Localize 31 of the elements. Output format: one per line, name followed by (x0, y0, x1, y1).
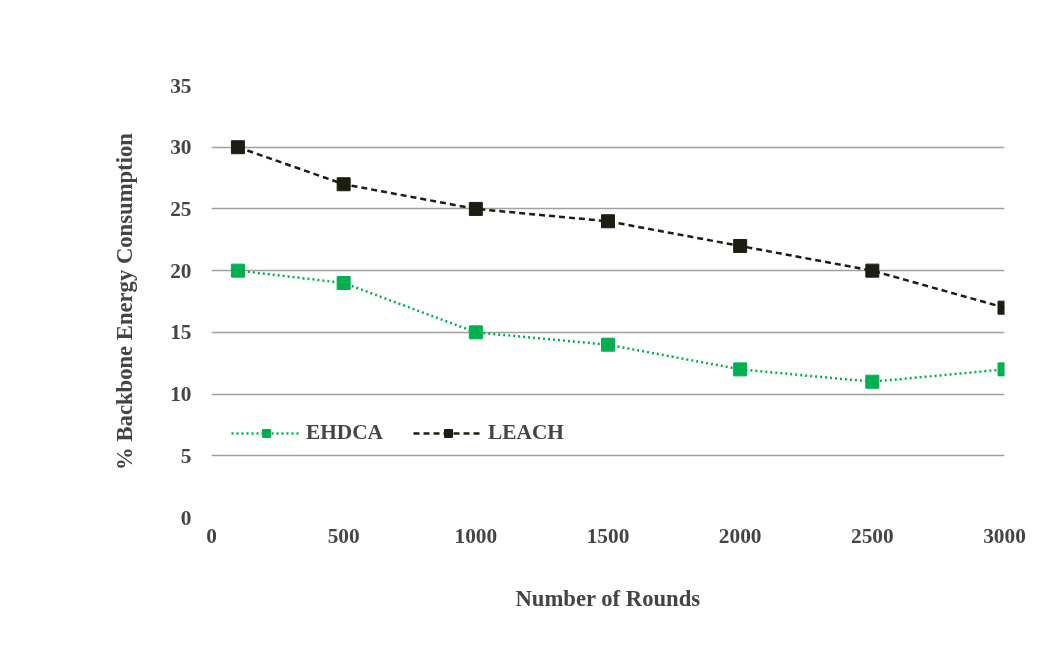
point (601, 337, 615, 352)
point (733, 362, 748, 377)
point (336, 177, 351, 192)
x-tick-label: 0 (206, 523, 217, 548)
x-tick-label: 1500 (586, 523, 630, 548)
point (230, 263, 245, 278)
x-tick-label: 2000 (718, 523, 762, 548)
point (468, 325, 483, 340)
x-axis-title: Number of Rounds (515, 585, 701, 611)
y-tick-label: 35 (170, 73, 192, 98)
point (733, 238, 748, 253)
point (230, 140, 245, 155)
point (865, 263, 880, 278)
x-tick-label: 3000 (983, 523, 1026, 548)
y-tick-label: 5 (180, 443, 192, 468)
x-tick-label: 1000 (454, 523, 498, 548)
y-axis-title: % Backbone Energy Consumption (112, 132, 138, 470)
y-tick-label: 25 (170, 196, 192, 221)
point (601, 214, 615, 229)
legend-label: EHDCA (306, 420, 384, 445)
y-tick-label: 30 (170, 135, 192, 160)
point (468, 201, 483, 216)
point (336, 275, 351, 290)
y-tick-label: 0 (180, 505, 192, 530)
x-tick-label: 2500 (851, 523, 894, 548)
y-tick-label: 15 (170, 320, 192, 345)
y-tick-label: 20 (170, 258, 192, 283)
point (865, 374, 880, 389)
legend-label: LEACH (488, 420, 564, 445)
x-tick-label: 500 (327, 523, 360, 548)
y-tick-label: 10 (170, 382, 192, 407)
